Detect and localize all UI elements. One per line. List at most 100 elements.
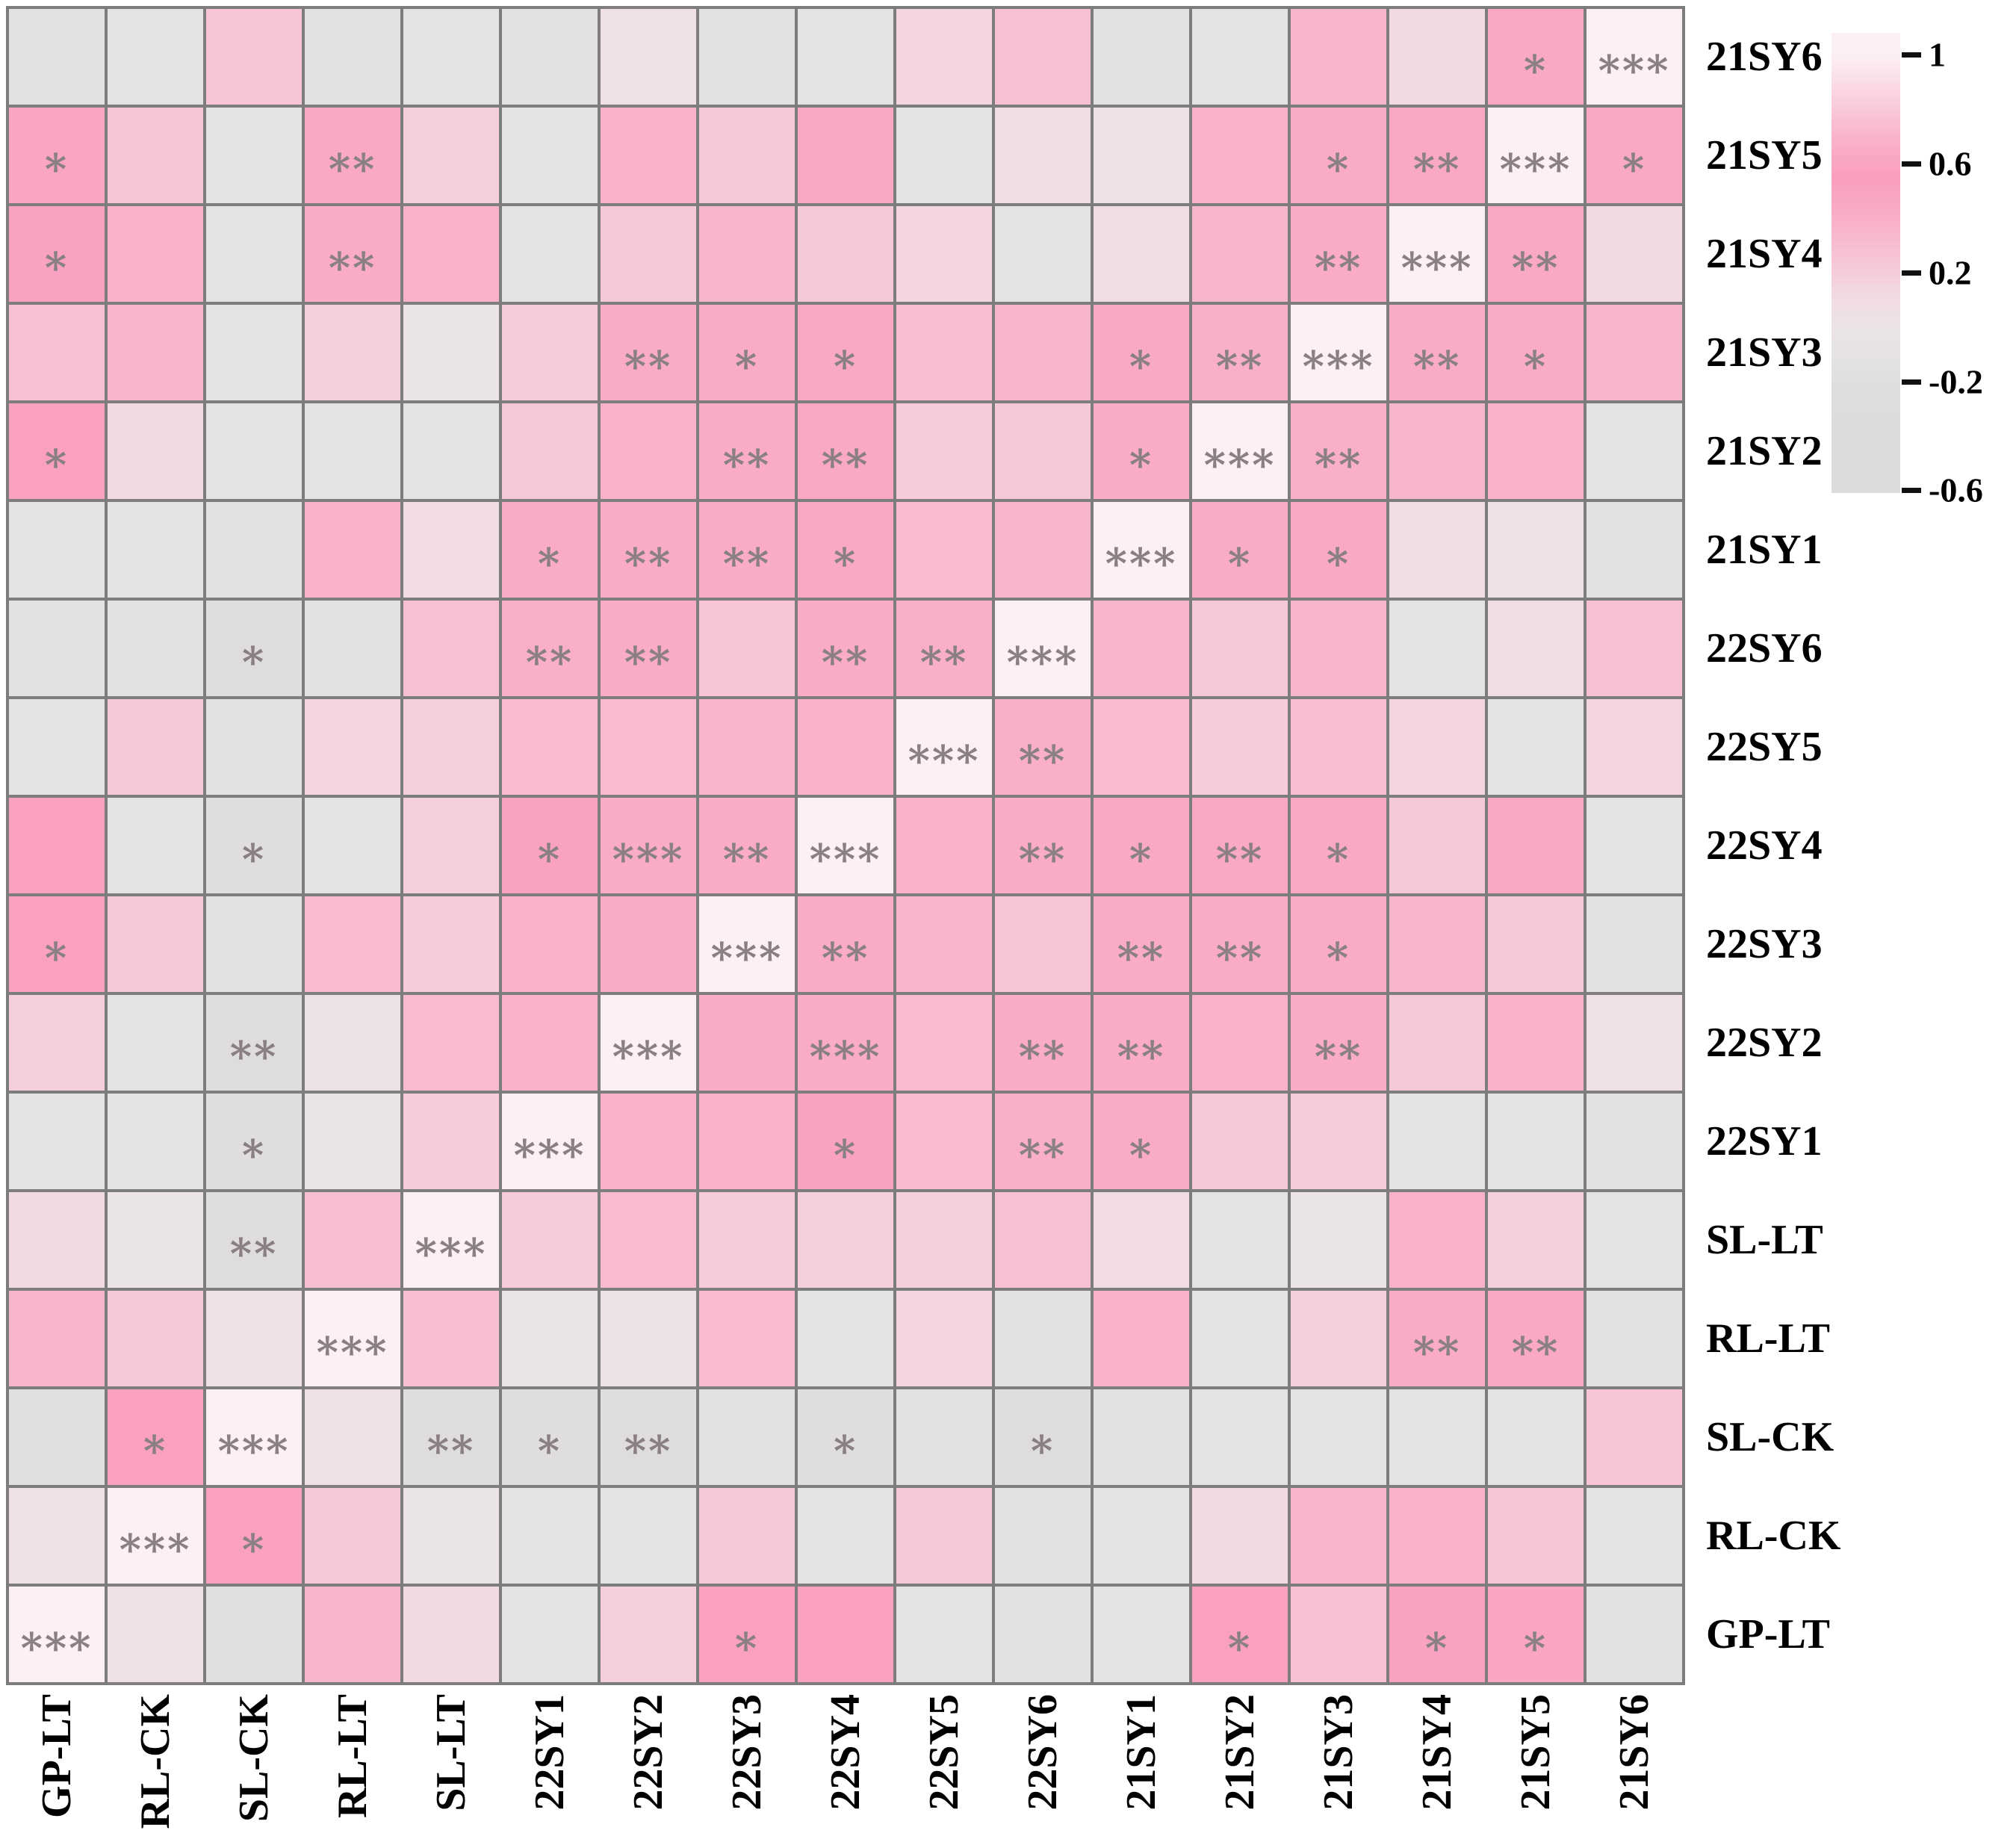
colorbar-slice [1832,303,1900,309]
heatmap-cell: * [1389,1587,1485,1682]
colorbar-slice [1832,426,1900,432]
colorbar-slice [1832,365,1900,370]
heatmap-cell [798,1488,893,1584]
heatmap-cell [1389,9,1485,105]
significance-stars: ** [1314,441,1363,490]
heatmap-cell [1291,1389,1386,1485]
colorbar-slice [1832,33,1900,38]
heatmap-cell: * [206,798,302,893]
heatmap-cell [1389,699,1485,795]
colorbar-slice [1832,109,1900,115]
heatmap-cell [1192,108,1288,203]
heatmap-cell [108,502,203,598]
colorbar-slice [1832,114,1900,120]
heatmap-cell [206,1587,302,1682]
colorbar-slice [1832,232,1900,238]
heatmap-cell: ** [1094,995,1189,1091]
colorbar-slice [1832,155,1900,161]
heatmap-cell [1587,502,1682,598]
significance-stars: ** [919,638,969,687]
heatmap-cell [9,1291,105,1386]
heatmap-cell [1587,896,1682,992]
heatmap-cell: * [1094,798,1189,893]
heatmap-cell: * [699,1587,795,1682]
significance-stars: * [1326,934,1351,983]
heatmap-cell [108,601,203,696]
heatmap-cell: ** [1192,896,1288,992]
colorbar-slice [1832,350,1900,356]
heatmap-cell [1488,995,1584,1091]
colorbar-slice [1832,211,1900,217]
heatmap-cell [798,9,893,105]
heatmap-cell [1488,502,1584,598]
colorbar-slice [1832,452,1900,458]
heatmap-cell: ** [1192,305,1288,400]
heatmap-cell: * [995,1389,1091,1485]
colorbar-slice [1832,186,1900,192]
heatmap-cell [108,1094,203,1189]
heatmap-cell [403,1488,499,1584]
column-label-slot: 21SY4 [1389,1694,1485,1844]
column-label-slot: 21SY1 [1094,1694,1189,1844]
heatmap-cell [1291,9,1386,105]
significance-stars: * [241,1525,267,1575]
column-label-slot: 21SY3 [1291,1694,1386,1844]
colorbar-slice [1832,467,1900,473]
heatmap-cell: ** [305,108,400,203]
column-label-slot: 22SY4 [798,1694,893,1844]
heatmap-cell [1389,403,1485,499]
colorbar-tick [1902,52,1921,58]
colorbar-slice [1832,370,1900,376]
colorbar-slice [1832,134,1900,140]
heatmap-cell [206,206,302,302]
heatmap-cell: * [798,1389,893,1485]
row-label: GP-LT [1706,1611,1830,1658]
heatmap-cell [601,9,696,105]
heatmap-cell [403,896,499,992]
significance-stars: * [1227,1624,1253,1673]
heatmap-cell: * [206,601,302,696]
significance-stars: * [1523,46,1548,96]
heatmap-cell [1094,601,1189,696]
heatmap-cell: *** [1192,403,1288,499]
colorbar-slice [1832,406,1900,412]
heatmap-cell [1094,9,1189,105]
heatmap-cell [1587,1291,1682,1386]
heatmap-cell: * [9,403,105,499]
significance-stars: * [734,342,760,391]
heatmap-cell: * [9,896,105,992]
significance-stars: * [241,1131,267,1180]
colorbar-slice [1832,294,1900,299]
heatmap-cell [502,305,598,400]
heatmap-cell: ** [1488,206,1584,302]
colorbar-slice [1832,329,1900,335]
heatmap-cell: ** [798,896,893,992]
colorbar-slice [1832,161,1900,166]
colorbar-slice [1832,447,1900,453]
significance-stars: ** [821,638,870,687]
colorbar-slice [1832,283,1900,289]
heatmap-cell [601,1291,696,1386]
colorbar-tick [1902,379,1921,385]
heatmap-cell: *** [601,798,696,893]
row-label: 21SY4 [1706,231,1823,277]
colorbar-slice [1832,78,1900,84]
heatmap-cell [108,9,203,105]
heatmap-cell [502,403,598,499]
row-label: RL-LT [1706,1315,1831,1362]
heatmap-cell [995,1192,1091,1288]
column-label-slot: 22SY1 [502,1694,598,1844]
heatmap-cell: *** [896,699,992,795]
colorbar-slice [1832,206,1900,212]
heatmap-cell: ** [502,601,598,696]
column-label-slot: 22SY3 [699,1694,795,1844]
colorbar-slice [1832,104,1900,110]
column-label: 21SY2 [1217,1694,1263,1811]
colorbar-tick-label: 1 [1929,35,1946,74]
heatmap-cell: *** [1389,206,1485,302]
heatmap-cell [108,896,203,992]
significance-stars: *** [415,1230,488,1279]
heatmap-cell [896,206,992,302]
heatmap-cell: ** [699,502,795,598]
heatmap-cell [403,1094,499,1189]
